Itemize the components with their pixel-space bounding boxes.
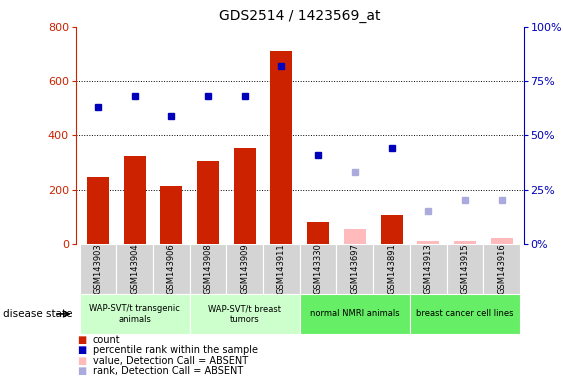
Bar: [263, 244, 300, 294]
Bar: [410, 244, 446, 294]
Bar: [80, 294, 190, 334]
Text: GSM143909: GSM143909: [240, 243, 249, 294]
Bar: [270, 51, 292, 244]
Bar: [417, 241, 439, 244]
Bar: [190, 294, 300, 334]
Text: GSM143913: GSM143913: [424, 243, 433, 294]
Bar: [373, 244, 410, 294]
Text: GSM143916: GSM143916: [497, 243, 506, 294]
Bar: [490, 238, 512, 244]
Title: GDS2514 / 1423569_at: GDS2514 / 1423569_at: [219, 9, 381, 23]
Text: GSM143904: GSM143904: [130, 243, 139, 294]
Text: value, Detection Call = ABSENT: value, Detection Call = ABSENT: [93, 356, 248, 366]
Text: GSM143330: GSM143330: [314, 243, 323, 294]
Text: GSM143915: GSM143915: [461, 243, 470, 294]
Text: GSM143908: GSM143908: [204, 243, 213, 294]
Bar: [124, 156, 146, 244]
Bar: [190, 244, 226, 294]
Text: rank, Detection Call = ABSENT: rank, Detection Call = ABSENT: [93, 366, 243, 376]
Text: WAP-SVT/t transgenic
animals: WAP-SVT/t transgenic animals: [90, 304, 180, 324]
Text: disease state: disease state: [3, 309, 72, 319]
Bar: [197, 161, 219, 244]
Text: ■: ■: [77, 345, 86, 355]
Bar: [226, 244, 263, 294]
Bar: [483, 244, 520, 294]
Bar: [153, 244, 190, 294]
Bar: [300, 244, 337, 294]
Bar: [344, 229, 366, 244]
Bar: [87, 177, 109, 244]
Bar: [410, 294, 520, 334]
Text: percentile rank within the sample: percentile rank within the sample: [93, 345, 258, 355]
Text: ■: ■: [77, 366, 86, 376]
Bar: [446, 244, 483, 294]
Bar: [381, 215, 403, 244]
Text: count: count: [93, 335, 120, 345]
Text: WAP-SVT/t breast
tumors: WAP-SVT/t breast tumors: [208, 304, 282, 324]
Text: GSM143697: GSM143697: [350, 243, 359, 294]
Text: GSM143906: GSM143906: [167, 243, 176, 294]
Text: GSM143903: GSM143903: [93, 243, 102, 294]
Bar: [307, 222, 329, 244]
Bar: [80, 244, 117, 294]
Bar: [117, 244, 153, 294]
Text: GSM143911: GSM143911: [277, 243, 286, 294]
Bar: [300, 294, 410, 334]
Text: normal NMRI animals: normal NMRI animals: [310, 310, 400, 318]
Bar: [454, 241, 476, 244]
Text: breast cancer cell lines: breast cancer cell lines: [416, 310, 513, 318]
Text: GSM143891: GSM143891: [387, 243, 396, 294]
Bar: [234, 148, 256, 244]
Text: ■: ■: [77, 335, 86, 345]
Text: ■: ■: [77, 356, 86, 366]
Bar: [160, 186, 182, 244]
Bar: [337, 244, 373, 294]
